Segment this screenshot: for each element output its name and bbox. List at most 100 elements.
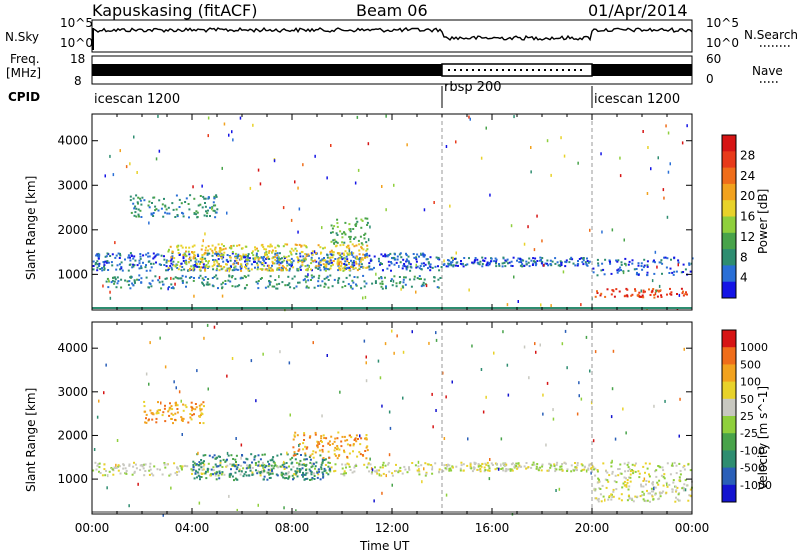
velocity-cell — [200, 412, 203, 415]
power-cell — [201, 206, 204, 209]
power-cell — [284, 243, 287, 246]
power-speckle — [204, 232, 206, 236]
power-cell — [404, 276, 407, 279]
power-cell — [207, 267, 209, 269]
velocity-speckle — [679, 397, 681, 401]
power-speckle — [290, 218, 293, 222]
power-cell — [455, 264, 457, 267]
power-cell — [204, 268, 206, 271]
power-cell — [140, 281, 143, 284]
power-cell — [306, 267, 309, 270]
velocity-cell — [588, 464, 591, 467]
velocity-cell — [644, 500, 647, 503]
velocity-speckle — [643, 492, 645, 496]
velocity-speckle — [262, 352, 264, 356]
velocity-cell — [190, 405, 193, 408]
velocity-cell — [301, 467, 304, 470]
power-speckle — [237, 261, 239, 265]
power-cell — [204, 252, 207, 254]
velocity-cell — [206, 469, 209, 472]
power-cell — [288, 263, 291, 266]
velocity-cell — [611, 493, 613, 496]
power-cell — [198, 276, 201, 279]
power-cell — [212, 209, 215, 212]
velocity-cell — [594, 488, 597, 491]
power-cell — [268, 250, 271, 253]
power-cell — [332, 260, 335, 262]
power-cell — [371, 282, 374, 285]
power-cell — [132, 284, 135, 287]
power-cell — [181, 266, 184, 268]
velocity-cell — [208, 454, 211, 457]
velocity-cell — [366, 445, 369, 448]
velocity-cell — [198, 404, 201, 407]
velocity-cell — [343, 435, 346, 438]
velocity-colorbar-tick: 500 — [740, 358, 761, 371]
power-speckle — [155, 157, 158, 161]
power-cell — [405, 268, 408, 271]
velocity-speckle — [564, 329, 567, 333]
power-cell — [534, 264, 537, 267]
power-cell — [423, 278, 426, 281]
velocity-cell — [598, 480, 601, 483]
velocity-cell — [266, 471, 269, 474]
velocity-cell — [675, 489, 678, 492]
velocity-cell — [336, 457, 339, 460]
power-cell — [352, 228, 355, 230]
power-cell — [328, 260, 331, 263]
power-cell — [519, 264, 522, 267]
power-cell — [612, 290, 615, 293]
velocity-cell — [620, 493, 623, 496]
power-colorbar-segment — [722, 200, 736, 217]
power-cell — [242, 255, 245, 258]
velocity-cell — [303, 432, 306, 435]
velocity-speckle — [162, 513, 164, 517]
power-cell — [620, 269, 622, 272]
power-cell — [328, 260, 330, 263]
velocity-cell — [628, 485, 631, 488]
power-cell — [642, 296, 645, 299]
power-cell — [637, 273, 640, 276]
power-cell — [203, 265, 206, 268]
velocity-cell — [144, 463, 147, 466]
velocity-cell — [322, 473, 325, 476]
power-cell — [540, 259, 543, 261]
velocity-cell — [218, 477, 221, 480]
power-cell — [541, 257, 544, 259]
power-cell — [443, 263, 446, 266]
power-cell — [671, 271, 674, 274]
velocity-cell — [243, 473, 246, 476]
velocity-cell — [651, 483, 654, 486]
power-cell — [106, 260, 109, 263]
power-cell — [348, 223, 351, 226]
velocity-cell — [194, 472, 197, 475]
power-cell — [343, 268, 346, 271]
power-cell — [642, 266, 645, 269]
velocity-cell — [219, 459, 222, 462]
power-cell — [447, 265, 450, 268]
power-cell — [150, 285, 153, 288]
power-cell — [322, 259, 325, 262]
velocity-cell — [672, 479, 675, 482]
power-cell — [346, 252, 349, 255]
velocity-cell — [304, 452, 307, 455]
velocity-cell — [170, 418, 173, 420]
velocity-cell — [232, 458, 235, 460]
power-cell — [107, 286, 110, 289]
power-cell — [334, 258, 337, 260]
velocity-cell — [566, 470, 569, 472]
power-cell — [306, 275, 309, 278]
power-cell — [165, 265, 168, 268]
velocity-cell — [267, 460, 269, 463]
power-cell — [154, 275, 157, 278]
power-cell — [517, 257, 520, 260]
power-cell — [150, 262, 152, 265]
power-cell — [280, 269, 283, 272]
velocity-cell — [174, 412, 177, 415]
power-cell — [366, 244, 369, 247]
cpid-segment-2: rbsp 200 — [444, 80, 502, 95]
power-cell — [559, 265, 562, 268]
power-cell — [147, 252, 150, 255]
power-cell — [212, 201, 215, 204]
power-cell — [171, 268, 174, 271]
